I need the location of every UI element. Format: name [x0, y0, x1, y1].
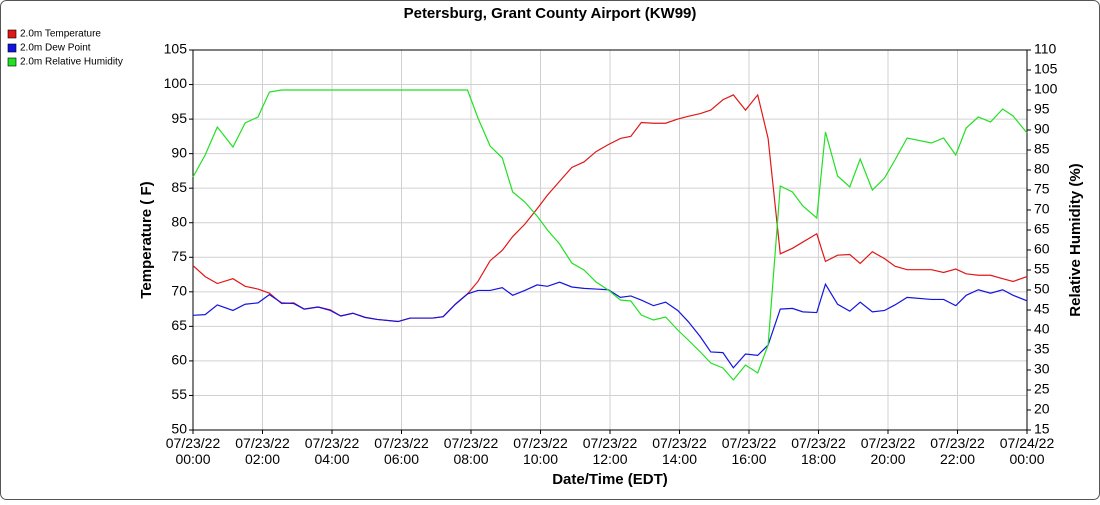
x-tick-label: 07/23/22 18:00 — [791, 435, 846, 467]
y2-tick-label: 70 — [1034, 201, 1050, 217]
y2-tick-label: 25 — [1034, 381, 1050, 397]
y2-tick-label: 50 — [1034, 281, 1050, 297]
y2-tick-label: 60 — [1034, 241, 1050, 257]
y2-tick-label: 40 — [1034, 321, 1050, 337]
y-tick-label: 75 — [171, 248, 187, 264]
data-line — [192, 281, 1028, 369]
y2-tick-label: 35 — [1034, 341, 1050, 357]
x-tick-label: 07/23/22 00:00 — [166, 435, 221, 467]
y-tick-label: 90 — [171, 144, 187, 160]
x-axis-title: Date/Time (EDT) — [552, 471, 668, 488]
legend-swatch — [7, 43, 17, 53]
x-tick-label: 07/23/22 02:00 — [235, 435, 290, 467]
x-tick-label: 07/23/22 20:00 — [861, 435, 916, 467]
y-tick-label: 80 — [171, 213, 187, 229]
y-tick-label: 60 — [171, 352, 187, 368]
y-tick-label: 55 — [171, 386, 187, 402]
y2-tick-label: 20 — [1034, 401, 1050, 417]
y2-tick-label: 45 — [1034, 301, 1050, 317]
y2-tick-label: 15 — [1034, 421, 1050, 437]
y2-tick-label: 85 — [1034, 141, 1050, 157]
x-tick-label: 07/23/22 14:00 — [652, 435, 707, 467]
x-tick-label: 07/23/22 22:00 — [930, 435, 985, 467]
x-tick-label: 07/23/22 16:00 — [722, 435, 777, 467]
y-tick-label: 95 — [171, 110, 187, 126]
y-axis-title: Temperature ( F) — [138, 181, 155, 298]
legend-label: 2.0m Temperature — [20, 29, 101, 40]
y2-tick-label: 30 — [1034, 361, 1050, 377]
legend-swatch — [7, 29, 17, 39]
y2-tick-label: 65 — [1034, 221, 1050, 237]
y2-tick-label: 55 — [1034, 261, 1050, 277]
x-tick-label: 07/23/22 06:00 — [374, 435, 429, 467]
x-tick-label: 07/23/22 10:00 — [513, 435, 568, 467]
legend-label: 2.0m Dew Point — [20, 43, 91, 54]
plot-frame — [192, 49, 1028, 431]
legend-swatch — [7, 57, 17, 67]
x-tick-label: 07/23/22 12:00 — [583, 435, 638, 467]
y2-tick-label: 90 — [1034, 121, 1050, 137]
x-tick-label: 07/23/22 04:00 — [305, 435, 360, 467]
y-tick-label: 105 — [164, 41, 188, 57]
data-line — [192, 89, 1028, 381]
x-tick-label: 07/24/22 00:00 — [1000, 435, 1055, 467]
legend-label: 2.0m Relative Humidity — [20, 57, 123, 68]
x-tick-label: 07/23/22 08:00 — [444, 435, 499, 467]
y-tick-label: 50 — [171, 421, 187, 437]
y-tick-label: 65 — [171, 317, 187, 333]
y2-tick-label: 95 — [1034, 101, 1050, 117]
y-tick-label: 70 — [171, 283, 187, 299]
y2-tick-label: 110 — [1034, 41, 1057, 57]
y2-axis-title: Relative Humidity (%) — [1067, 163, 1084, 316]
y2-tick-label: 75 — [1034, 181, 1050, 197]
y2-tick-label: 80 — [1034, 161, 1050, 177]
y-tick-label: 85 — [171, 179, 187, 195]
y2-tick-label: 100 — [1034, 81, 1058, 97]
y2-tick-label: 105 — [1034, 61, 1058, 77]
chart-title: Petersburg, Grant County Airport (KW99) — [404, 5, 697, 22]
y-tick-label: 100 — [164, 75, 188, 91]
